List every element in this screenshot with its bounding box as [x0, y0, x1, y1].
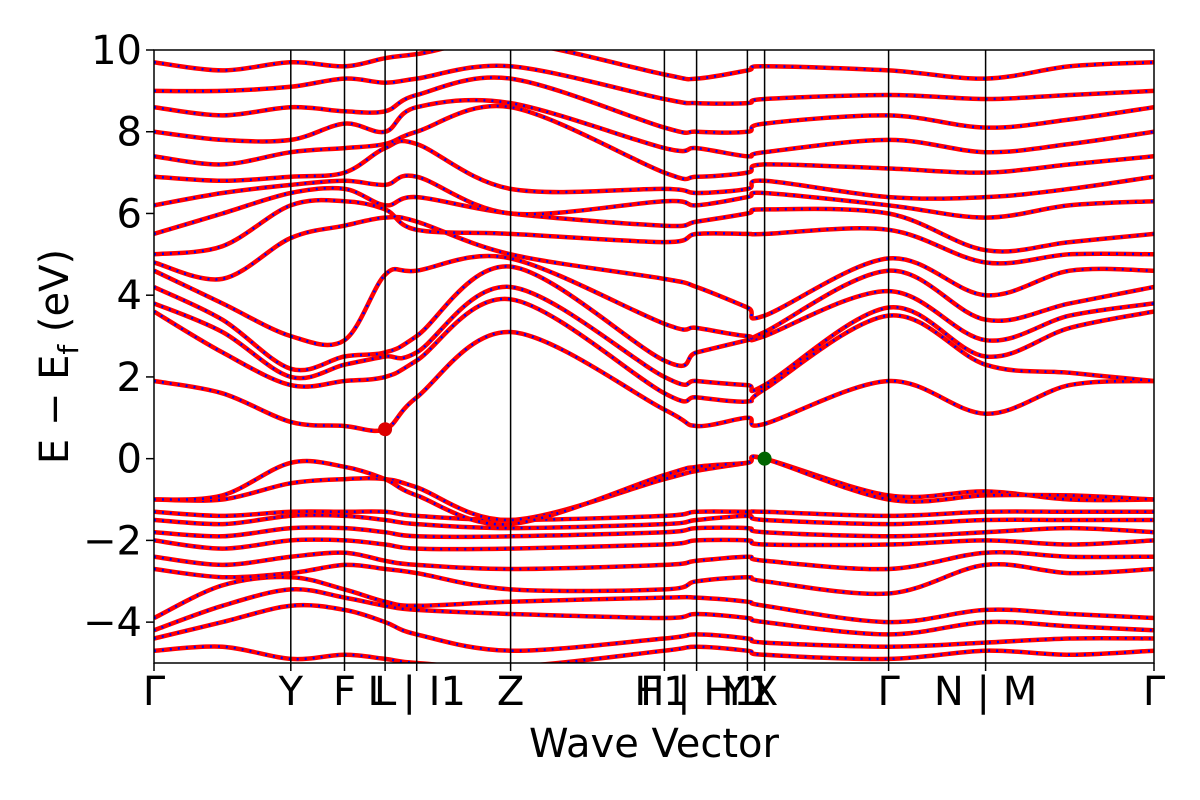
- x-tick-label-11: N | M: [934, 669, 1037, 715]
- y-tick-label-2: 6: [117, 191, 142, 237]
- plot-area: [153, 49, 1155, 664]
- y-tick-label-1: 8: [117, 110, 142, 156]
- x-tick-label-2: F: [333, 669, 356, 715]
- y-axis-title: E − Ef (eV): [32, 249, 85, 464]
- x-tick-label-0: Γ: [143, 669, 166, 715]
- plot-frame: [153, 49, 1155, 664]
- band-line-red-16: [154, 253, 1154, 348]
- marker-cbm: [378, 422, 393, 437]
- y-axis-title-unit: (eV): [32, 249, 78, 345]
- y-tick-label-4: 2: [117, 355, 142, 401]
- x-tick-label-1: Y: [278, 669, 304, 715]
- x-tick-label-9: X: [751, 669, 778, 715]
- band-line-red-7: [154, 525, 1154, 540]
- y-axis-title-main: E − E: [32, 355, 78, 465]
- x-tick-label-7: H | H1: [634, 669, 759, 715]
- band-line-red-3: [154, 574, 1154, 625]
- marker-vbm: [757, 451, 772, 466]
- band-line-blue-12: [154, 330, 1154, 433]
- y-tick-label-3: 4: [117, 273, 142, 319]
- x-tick-label-8: Y1: [721, 669, 772, 715]
- y-tick-label-6: −2: [83, 518, 142, 564]
- band-line-red-17: [154, 214, 1154, 321]
- y-axis-title-sub: f: [52, 344, 85, 355]
- y-tick-label-5: 0: [117, 437, 142, 483]
- x-tick-label-3: L: [374, 669, 397, 715]
- band-line-blue-16: [154, 254, 1154, 347]
- band-line-red-12: [154, 329, 1154, 434]
- band-line-blue-3: [154, 575, 1154, 624]
- kpoint-lines-layer: [290, 50, 987, 663]
- x-tick-label-4: L | I1: [367, 669, 465, 715]
- x-tick-label-12: Γ: [1143, 669, 1166, 715]
- y-tick-label-7: −4: [83, 600, 142, 646]
- markers-layer: [378, 422, 772, 466]
- x-tick-label-5: Z: [497, 669, 524, 715]
- bands-layer: [154, 50, 1154, 663]
- band-line-blue-22: [154, 104, 1154, 181]
- x-tick-label-6: F1: [640, 669, 688, 715]
- y-axis: 10 8 6 4 2 0 −2 −4: [83, 28, 154, 646]
- band-line-red-6: [154, 537, 1154, 552]
- band-line-blue-2: [154, 588, 1154, 636]
- x-axis-title: Wave Vector: [529, 721, 780, 767]
- band-line-blue-19: [154, 186, 1154, 253]
- band-line-blue-11: [154, 455, 1154, 526]
- y-tick-label-0: 10: [91, 28, 142, 74]
- band-line-red-0: [154, 644, 1154, 663]
- x-tick-label-10: Γ: [877, 669, 900, 715]
- band-line-red-26: [154, 50, 1154, 82]
